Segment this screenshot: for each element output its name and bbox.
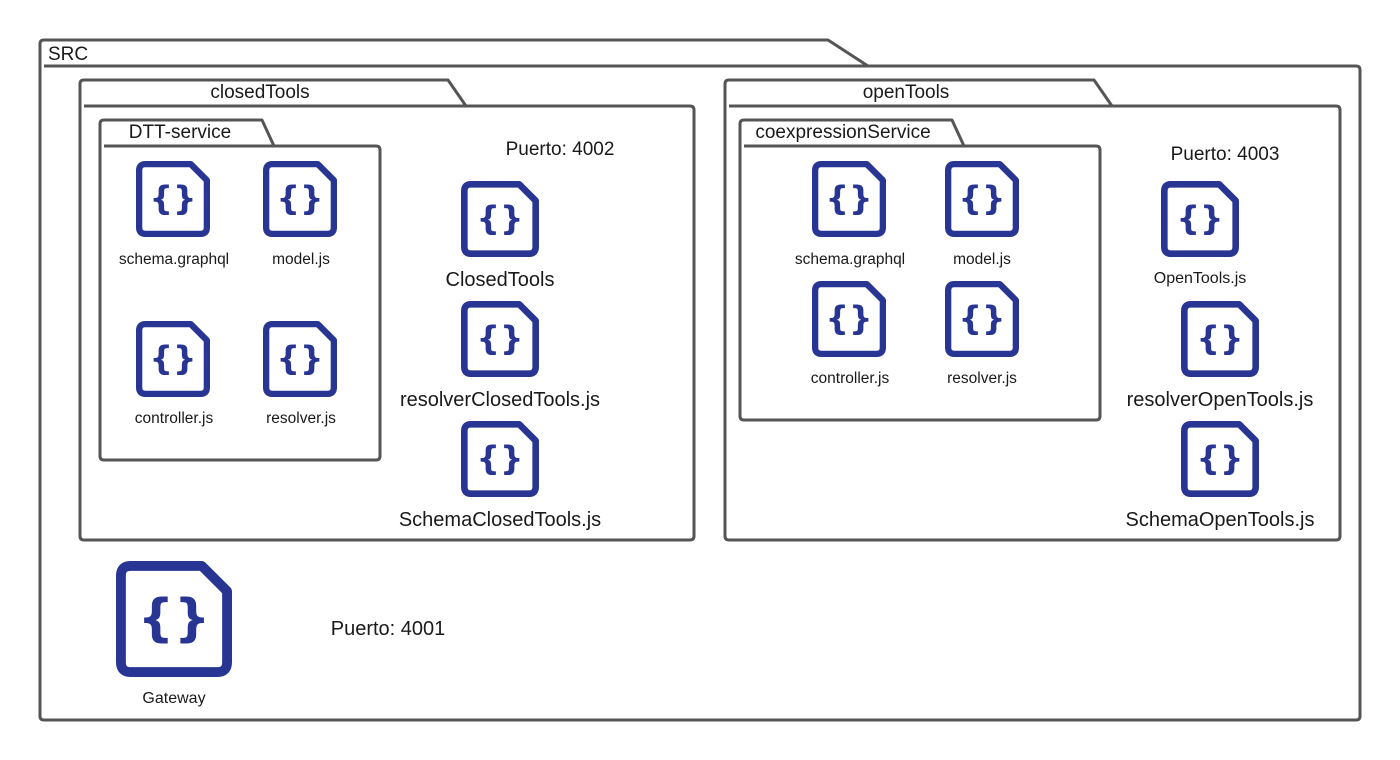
code-file-icon-resolver-closed-tools: {} — [461, 301, 539, 377]
code-file-icon-dtt-controller: {} — [136, 321, 210, 397]
code-braces-glyph: {} — [477, 439, 524, 478]
file-label-schema-open-tools: SchemaOpenTools.js — [1126, 509, 1315, 531]
code-braces-glyph: {} — [1177, 199, 1224, 238]
code-file-icon-body — [263, 321, 337, 397]
code-file-icon-gateway: {} — [116, 561, 232, 677]
coexpression-service-package: coexpressionService — [738, 118, 1102, 422]
file-label-coexp-resolver: resolver.js — [947, 370, 1017, 387]
code-file-icon-body — [945, 281, 1019, 357]
file-icons-layer: {} {} {} {} {} {} {} {} {} {} {} {} {} {} {} — [116, 161, 1260, 677]
code-file-icon-dtt-schema: {} — [136, 161, 210, 237]
dtt-service-package-label: DTT-service — [129, 122, 231, 143]
file-label-resolver-closed-tools: resolverClosedTools.js — [400, 389, 600, 411]
code-file-icon-body — [1160, 181, 1240, 257]
code-braces-glyph: {} — [277, 339, 324, 378]
file-label-dtt-resolver: resolver.js — [266, 410, 336, 427]
open-tools-port-label: Puerto: 4003 — [1171, 144, 1280, 165]
file-label-dtt-schema: schema.graphql — [119, 251, 229, 268]
code-braces-glyph: {} — [477, 319, 524, 358]
code-file-icon-body — [136, 161, 210, 237]
code-braces-glyph: {} — [150, 339, 197, 378]
code-file-icon-open-tools: {} — [1160, 181, 1240, 257]
open-tools-package-label: openTools — [863, 82, 950, 103]
coexpression-service-package-label: coexpressionService — [755, 122, 930, 143]
code-file-icon-body — [1180, 421, 1260, 497]
code-braces-glyph: {} — [477, 199, 524, 238]
code-file-icon-body — [945, 161, 1019, 237]
code-file-icon-body — [116, 561, 232, 677]
file-label-schema-closed-tools: SchemaClosedTools.js — [399, 509, 601, 531]
gateway-port-label: Puerto: 4001 — [331, 618, 446, 640]
code-file-icon-schema-open-tools: {} — [1180, 421, 1260, 497]
code-file-icon-coexp-schema: {} — [812, 161, 886, 237]
code-braces-glyph: {} — [826, 179, 873, 218]
code-file-icon-dtt-model: {} — [263, 161, 337, 237]
file-labels: schema.graphql model.js controller.js re… — [119, 251, 1315, 707]
file-label-coexp-model: model.js — [953, 251, 1011, 268]
code-braces-glyph: {} — [150, 179, 197, 218]
code-braces-glyph: {} — [826, 299, 873, 338]
code-file-icon-coexp-resolver: {} — [945, 281, 1019, 357]
code-file-icon-body — [263, 161, 337, 237]
code-file-icon-body — [1180, 301, 1260, 377]
code-file-icon-coexp-model: {} — [945, 161, 1019, 237]
code-file-icon-schema-closed-tools: {} — [461, 421, 539, 497]
file-label-coexp-schema: schema.graphql — [795, 251, 905, 268]
file-label-resolver-open-tools: resolverOpenTools.js — [1127, 389, 1314, 411]
code-file-icon-body — [461, 421, 539, 497]
closed-tools-package-label: closedTools — [210, 82, 309, 103]
code-braces-glyph: {} — [277, 179, 324, 218]
code-file-icon-resolver-open-tools: {} — [1180, 301, 1260, 377]
code-braces-glyph: {} — [1197, 319, 1244, 358]
closed-tools-port-label: Puerto: 4002 — [506, 139, 615, 160]
code-braces-glyph: {} — [1197, 439, 1244, 478]
code-file-icon-body — [461, 181, 539, 257]
code-braces-glyph: {} — [138, 589, 211, 648]
dtt-service-package: DTT-service — [98, 118, 382, 462]
file-label-coexp-controller: controller.js — [811, 370, 890, 387]
code-file-icon-coexp-controller: {} — [812, 281, 886, 357]
code-file-icon-body — [812, 281, 886, 357]
file-label-closed-tools: ClosedTools — [446, 269, 555, 291]
code-file-icon-closed-tools: {} — [461, 181, 539, 257]
code-braces-glyph: {} — [959, 299, 1006, 338]
file-label-open-tools: OpenTools.js — [1154, 270, 1247, 287]
file-label-dtt-controller: controller.js — [135, 410, 214, 427]
file-label-dtt-model: model.js — [272, 251, 330, 268]
code-file-icon-dtt-resolver: {} — [263, 321, 337, 397]
file-label-gateway: Gateway — [142, 690, 205, 707]
code-file-icon-body — [136, 321, 210, 397]
code-braces-glyph: {} — [959, 179, 1006, 218]
code-file-icon-body — [461, 301, 539, 377]
src-package-label: SRC — [48, 44, 88, 65]
code-file-icon-body — [812, 161, 886, 237]
